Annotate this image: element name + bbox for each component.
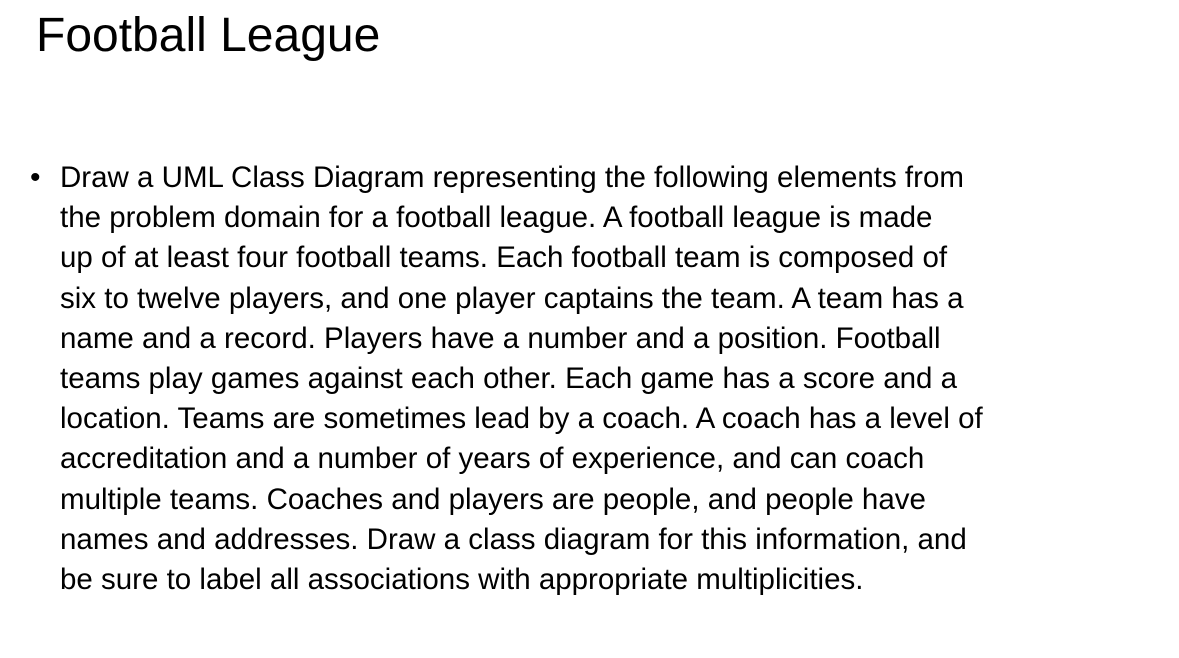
- bullet-text-line: name and a record. Players have a number…: [60, 321, 941, 355]
- bullet-text-line: up of at least four football teams. Each…: [60, 241, 948, 275]
- bullet-dot-icon: •: [30, 161, 41, 194]
- bullet-list: • Draw a UML Class Diagram representing …: [30, 158, 1130, 600]
- bullet-text-line: names and addresses. Draw a class diagra…: [60, 522, 967, 556]
- bullet-text-line: multiple teams. Coaches and players are …: [60, 482, 926, 516]
- bullet-text-line: accreditation and a number of years of e…: [60, 442, 925, 476]
- bullet-text-line: Draw a UML Class Diagram representing th…: [60, 161, 964, 194]
- bullet-text-line: the problem domain for a football league…: [60, 201, 933, 235]
- bullet-text-line: teams play games against each other. Eac…: [60, 362, 958, 396]
- bullet-item: • Draw a UML Class Diagram representing …: [30, 158, 1130, 600]
- bullet-text-line: be sure to label all associations with a…: [60, 563, 864, 597]
- bullet-text-line: six to twelve players, and one player ca…: [60, 281, 964, 315]
- bullet-text-line: location. Teams are sometimes lead by a …: [60, 402, 983, 436]
- slide-title: Football League: [36, 9, 381, 62]
